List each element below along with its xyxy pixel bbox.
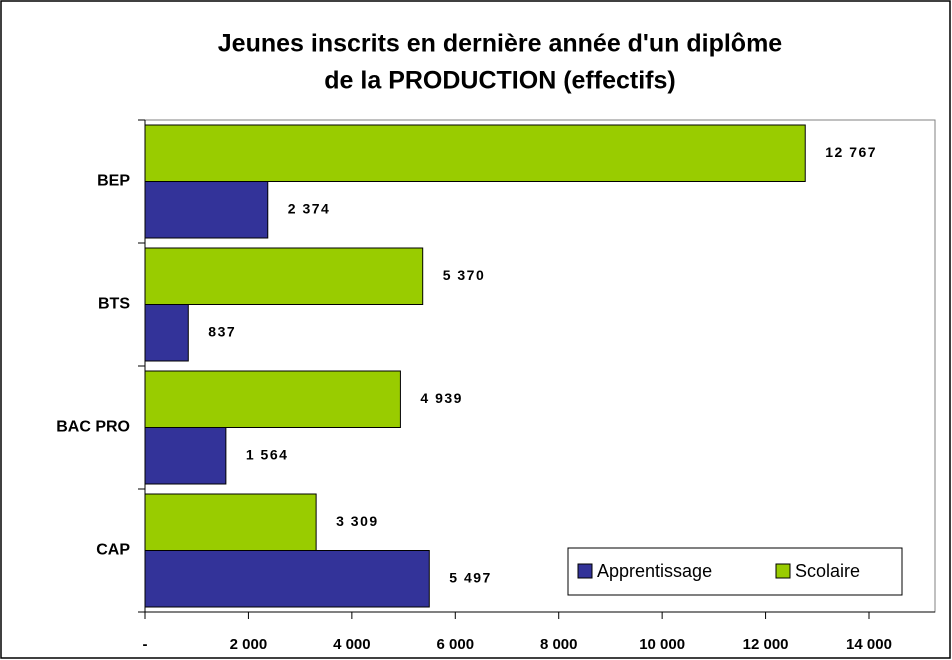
value-label: 5 497 — [449, 569, 492, 585]
bar — [144, 304, 189, 362]
legend-box — [567, 547, 903, 596]
bar — [144, 427, 227, 485]
legend-swatch — [775, 563, 791, 579]
category-label: BTS — [98, 296, 130, 313]
value-label: 5 370 — [443, 267, 486, 283]
legend-label: Apprentissage — [597, 561, 712, 581]
bar — [144, 493, 317, 551]
x-tick-label: 8 000 — [540, 636, 578, 653]
bar — [144, 247, 424, 305]
value-label: 837 — [208, 323, 236, 339]
bar — [144, 550, 430, 608]
x-tick-label: 10 000 — [639, 636, 685, 653]
value-label: 3 309 — [336, 513, 379, 529]
legend-swatch — [577, 563, 593, 579]
value-label: 12 767 — [825, 144, 877, 160]
bar — [144, 124, 806, 182]
x-tick-label: - — [143, 636, 148, 653]
category-label: BAC PRO — [56, 419, 130, 436]
legend-label: Scolaire — [795, 561, 860, 581]
category-label: CAP — [96, 542, 130, 559]
value-label: 1 564 — [246, 446, 289, 462]
x-tick-label: 14 000 — [846, 636, 892, 653]
x-tick-label: 4 000 — [333, 636, 371, 653]
x-tick-label: 6 000 — [437, 636, 475, 653]
x-tick-label: 12 000 — [743, 636, 789, 653]
value-label: 2 374 — [288, 200, 331, 216]
value-label: 4 939 — [420, 390, 463, 406]
bar — [144, 370, 401, 428]
chart-title: Jeunes inscrits en dernière année d'un d… — [218, 30, 783, 58]
x-tick-label: 2 000 — [230, 636, 268, 653]
bar — [144, 181, 269, 239]
chart-subtitle: de la PRODUCTION (effectifs) — [324, 67, 675, 95]
category-label: BEP — [97, 173, 130, 190]
